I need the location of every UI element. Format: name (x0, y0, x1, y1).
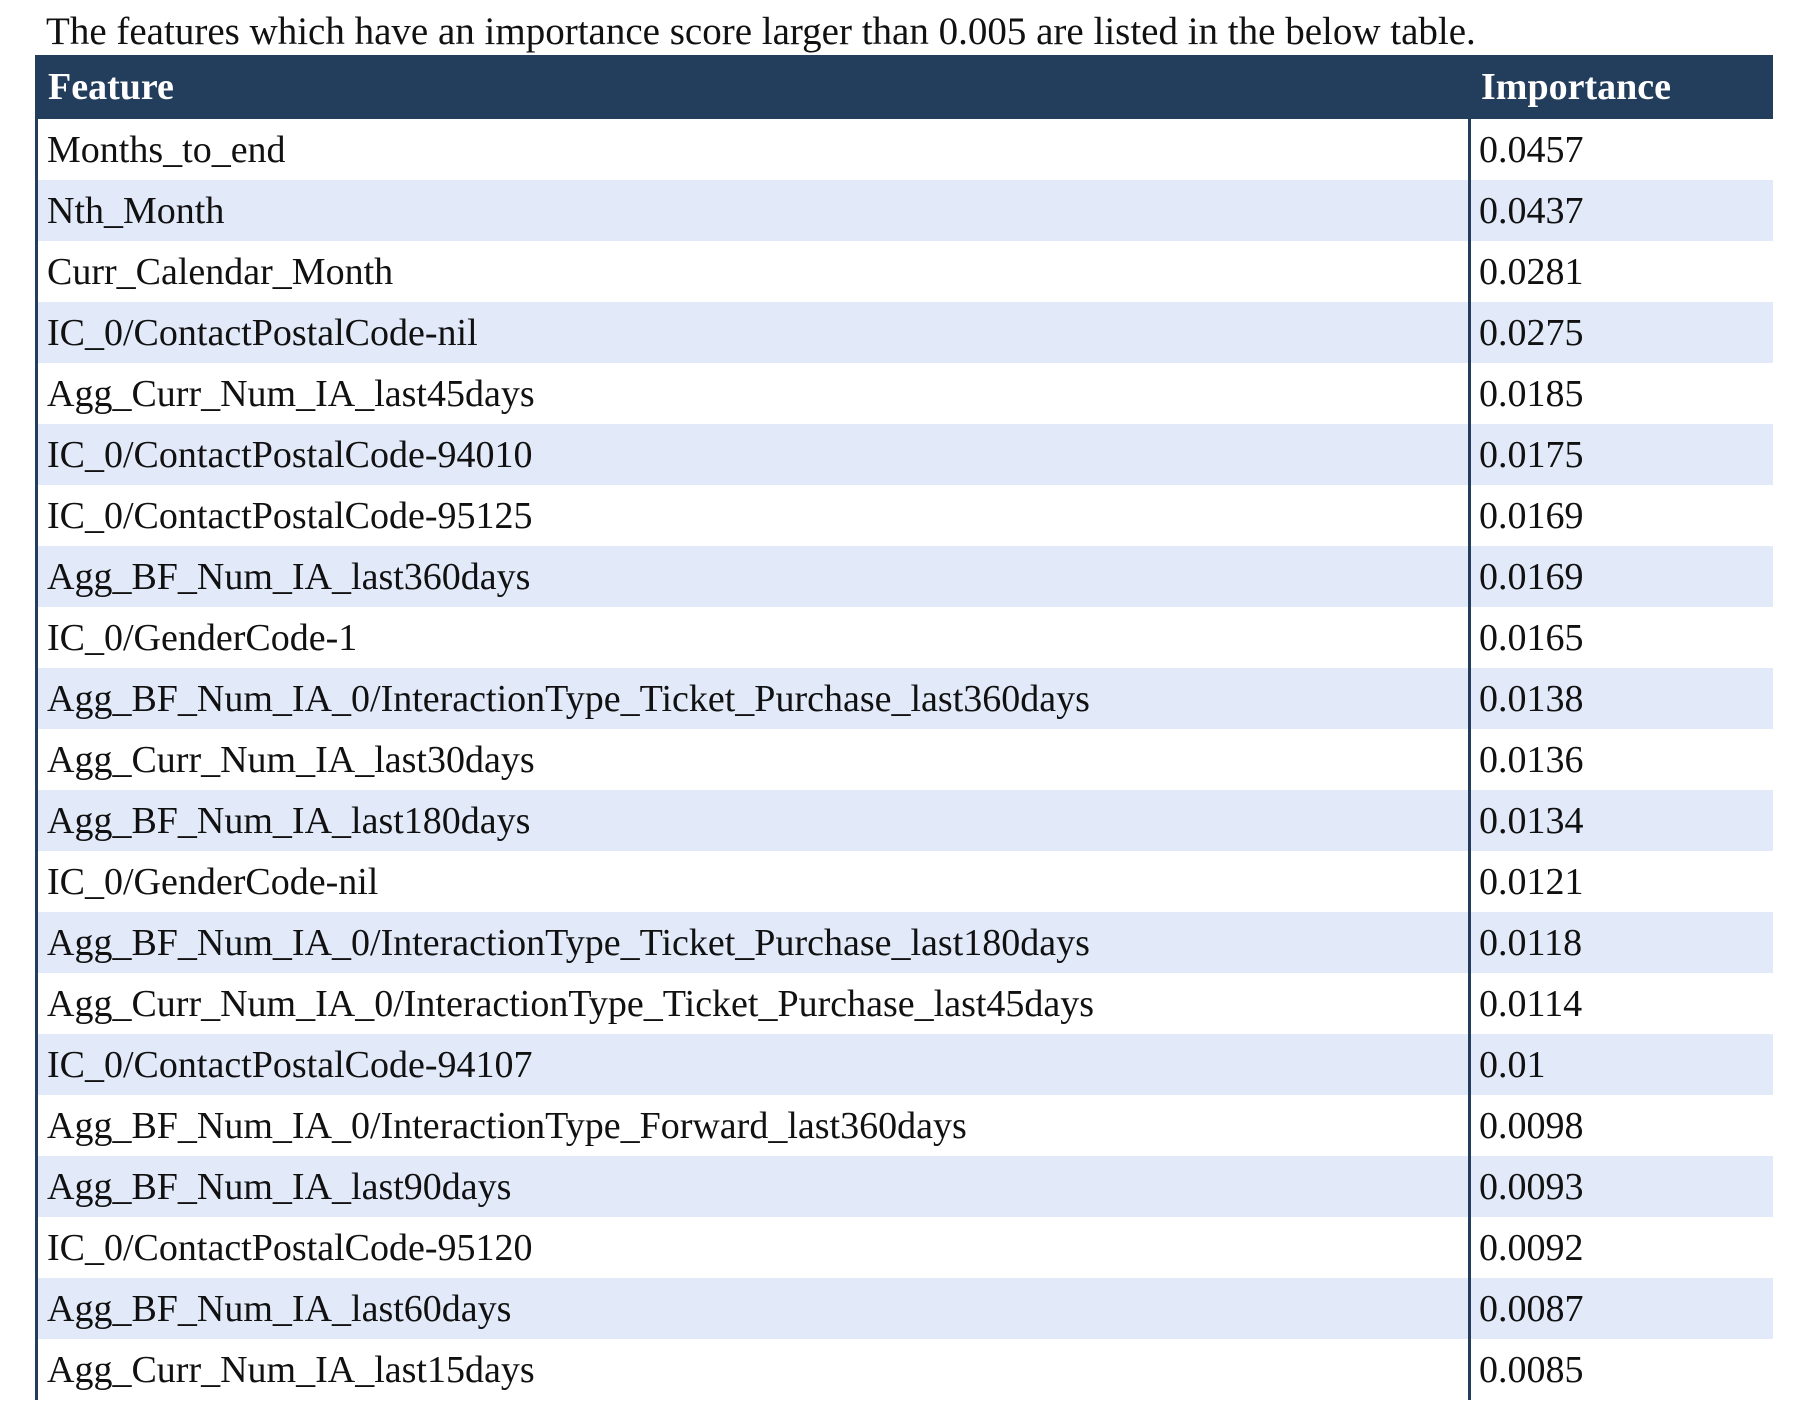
feature-importance-table: Feature Importance Months_to_end 0.0457 Nt… (35, 55, 1773, 1400)
table-row: Agg_BF_Num_IA_0/InteractionType_Forward_… (35, 1095, 1773, 1156)
table-header: Feature Importance (35, 55, 1773, 119)
importance-cell: 0.0085 (1468, 1339, 1773, 1400)
feature-cell: Agg_BF_Num_IA_0/InteractionType_Ticket_P… (35, 668, 1471, 729)
table-row: Nth_Month 0.0437 (35, 180, 1773, 241)
feature-cell: Months_to_end (35, 119, 1471, 180)
table-row: Agg_BF_Num_IA_last180days 0.0134 (35, 790, 1773, 851)
importance-cell: 0.0134 (1468, 790, 1773, 851)
table-row: IC_0/ContactPostalCode-95120 0.0092 (35, 1217, 1773, 1278)
feature-cell: IC_0/ContactPostalCode-94010 (35, 424, 1471, 485)
table-row: IC_0/GenderCode-1 0.0165 (35, 607, 1773, 668)
table-row: Curr_Calendar_Month 0.0281 (35, 241, 1773, 302)
importance-cell: 0.0175 (1468, 424, 1773, 485)
importance-cell: 0.01 (1468, 1034, 1773, 1095)
importance-cell: 0.0169 (1468, 546, 1773, 607)
feature-cell: Curr_Calendar_Month (35, 241, 1471, 302)
importance-cell: 0.0098 (1468, 1095, 1773, 1156)
importance-cell: 0.0114 (1468, 973, 1773, 1034)
feature-cell: IC_0/ContactPostalCode-nil (35, 302, 1471, 363)
feature-cell: Agg_BF_Num_IA_last60days (35, 1278, 1471, 1339)
table-body: Months_to_end 0.0457 Nth_Month 0.0437 Curr_C… (35, 119, 1773, 1400)
table-row: Agg_BF_Num_IA_last360days 0.0169 (35, 546, 1773, 607)
table-row: Agg_BF_Num_IA_0/InteractionType_Ticket_P… (35, 668, 1773, 729)
importance-cell: 0.0087 (1468, 1278, 1773, 1339)
importance-cell: 0.0457 (1468, 119, 1773, 180)
table-row: IC_0/ContactPostalCode-94010 0.0175 (35, 424, 1773, 485)
importance-cell: 0.0185 (1468, 363, 1773, 424)
intro-paragraph: The features which have an importance sc… (46, 10, 1476, 53)
importance-cell: 0.0121 (1468, 851, 1773, 912)
feature-cell: Agg_Curr_Num_IA_last15days (35, 1339, 1471, 1400)
feature-cell: IC_0/ContactPostalCode-95120 (35, 1217, 1471, 1278)
feature-cell: Agg_BF_Num_IA_0/InteractionType_Ticket_P… (35, 912, 1471, 973)
importance-cell: 0.0093 (1468, 1156, 1773, 1217)
importance-cell: 0.0281 (1468, 241, 1773, 302)
table-row: IC_0/ContactPostalCode-95125 0.0169 (35, 485, 1773, 546)
table-row: Agg_Curr_Num_IA_last30days 0.0136 (35, 729, 1773, 790)
table-row: IC_0/GenderCode-nil 0.0121 (35, 851, 1773, 912)
table-row: IC_0/ContactPostalCode-nil 0.0275 (35, 302, 1773, 363)
importance-cell: 0.0138 (1468, 668, 1773, 729)
table-row: Agg_Curr_Num_IA_last15days 0.0085 (35, 1339, 1773, 1400)
feature-cell: IC_0/GenderCode-1 (35, 607, 1471, 668)
table-row: Agg_BF_Num_IA_0/InteractionType_Ticket_P… (35, 912, 1773, 973)
importance-cell: 0.0275 (1468, 302, 1773, 363)
feature-cell: IC_0/GenderCode-nil (35, 851, 1471, 912)
feature-cell: Agg_BF_Num_IA_last180days (35, 790, 1471, 851)
feature-cell: Nth_Month (35, 180, 1471, 241)
table-row: Agg_Curr_Num_IA_0/InteractionType_Ticket… (35, 973, 1773, 1034)
feature-cell: Agg_Curr_Num_IA_last45days (35, 363, 1471, 424)
importance-cell: 0.0169 (1468, 485, 1773, 546)
importance-cell: 0.0136 (1468, 729, 1773, 790)
table-row: Agg_BF_Num_IA_last60days 0.0087 (35, 1278, 1773, 1339)
feature-cell: Agg_Curr_Num_IA_last30days (35, 729, 1471, 790)
feature-cell: IC_0/ContactPostalCode-95125 (35, 485, 1471, 546)
feature-cell: Agg_BF_Num_IA_last90days (35, 1156, 1471, 1217)
importance-cell: 0.0092 (1468, 1217, 1773, 1278)
table-row: Months_to_end 0.0457 (35, 119, 1773, 180)
feature-cell: Agg_BF_Num_IA_0/InteractionType_Forward_… (35, 1095, 1471, 1156)
table-row: Agg_BF_Num_IA_last90days 0.0093 (35, 1156, 1773, 1217)
table-header-row: Feature Importance (35, 55, 1773, 119)
table-row: Agg_Curr_Num_IA_last45days 0.0185 (35, 363, 1773, 424)
importance-column-header: Importance (1468, 55, 1773, 119)
importance-cell: 0.0118 (1468, 912, 1773, 973)
table-row: IC_0/ContactPostalCode-94107 0.01 (35, 1034, 1773, 1095)
feature-cell: IC_0/ContactPostalCode-94107 (35, 1034, 1471, 1095)
importance-cell: 0.0437 (1468, 180, 1773, 241)
feature-importance-table-container: Feature Importance Months_to_end 0.0457 Nt… (35, 55, 1773, 1416)
feature-cell: Agg_Curr_Num_IA_0/InteractionType_Ticket… (35, 973, 1471, 1034)
importance-cell: 0.0165 (1468, 607, 1773, 668)
feature-cell: Agg_BF_Num_IA_last360days (35, 546, 1471, 607)
feature-column-header: Feature (35, 55, 1471, 119)
